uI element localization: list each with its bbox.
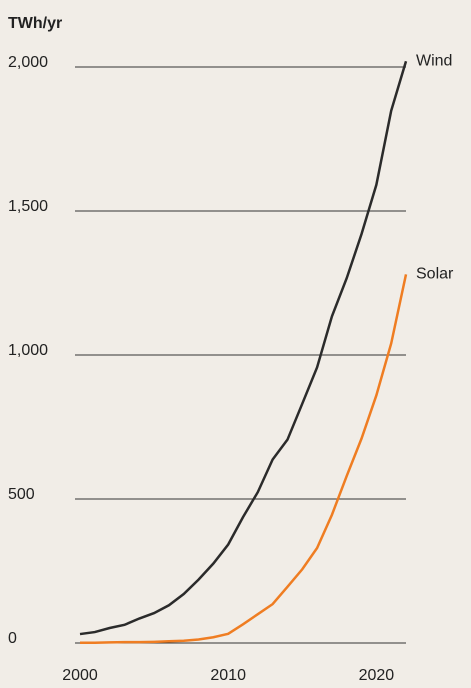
x-tick-label: 2000 <box>62 667 98 684</box>
series-label: Wind <box>416 52 452 69</box>
y-tick-label: 0 <box>8 630 17 647</box>
line <box>80 274 408 644</box>
y-tick-label: 1,000 <box>8 342 48 359</box>
y-tick-label: 1,500 <box>8 198 48 215</box>
series-label: Solar <box>416 266 454 283</box>
x-tick-label: 2010 <box>210 667 246 684</box>
y-tick-label: 2,000 <box>8 54 48 71</box>
y-axis-label: TWh/yr <box>8 15 62 32</box>
x-tick-label: 2020 <box>359 667 395 684</box>
line <box>79 60 408 636</box>
y-tick-label: 500 <box>8 486 35 503</box>
